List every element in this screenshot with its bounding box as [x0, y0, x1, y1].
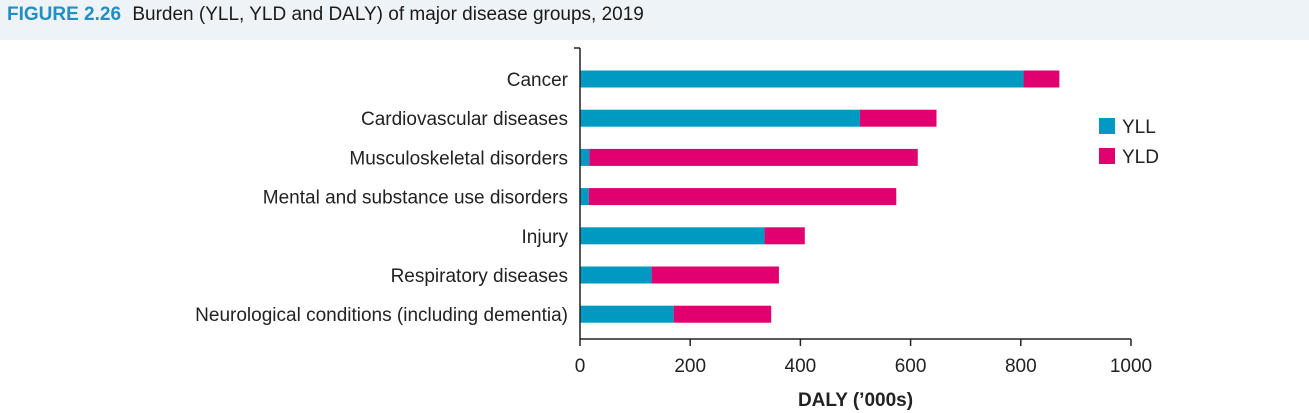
x-tick-label: 0 [575, 356, 586, 377]
x-axis-title: DALY (’000s) [798, 390, 913, 411]
legend-label-yld: YLD [1122, 147, 1159, 168]
legend-label-yll: YLL [1122, 117, 1156, 138]
bar-yll [580, 70, 1024, 88]
bar-yld [651, 266, 779, 284]
category-label: Musculoskeletal disorders [349, 148, 568, 169]
x-tick-label: 200 [674, 356, 706, 377]
bar-yll [580, 148, 590, 166]
bar-yll [580, 109, 860, 127]
bar-yld [673, 305, 772, 323]
figure-header: FIGURE 2.26 Burden (YLL, YLD and DALY) o… [0, 0, 1309, 40]
figure-number: FIGURE 2.26 [7, 4, 122, 25]
category-label: Neurological conditions (including demen… [195, 305, 568, 326]
bar-yld [764, 227, 805, 245]
figure-title: Burden (YLL, YLD and DALY) of major dise… [132, 4, 644, 25]
x-tick-label: 800 [1005, 356, 1037, 377]
bar-yll [580, 188, 589, 206]
x-tick-label: 400 [785, 356, 817, 377]
bar-yld [589, 148, 918, 166]
x-tick-label: 600 [895, 356, 927, 377]
category-label: Cardiovascular diseases [361, 109, 568, 130]
bar-yld [588, 188, 897, 206]
bar-yll [580, 305, 674, 323]
bar-yld [1023, 70, 1060, 88]
category-label: Cancer [507, 70, 569, 91]
category-label: Respiratory diseases [391, 266, 568, 287]
bar-yll [580, 266, 652, 284]
legend-swatch-yll [1099, 118, 1115, 134]
bar-yld [859, 109, 937, 127]
category-label: Mental and substance use disorders [263, 188, 568, 209]
x-tick-label: 1000 [1110, 356, 1152, 377]
legend-swatch-yld [1099, 148, 1115, 164]
category-label: Injury [522, 227, 569, 248]
bar-yll [580, 227, 765, 245]
